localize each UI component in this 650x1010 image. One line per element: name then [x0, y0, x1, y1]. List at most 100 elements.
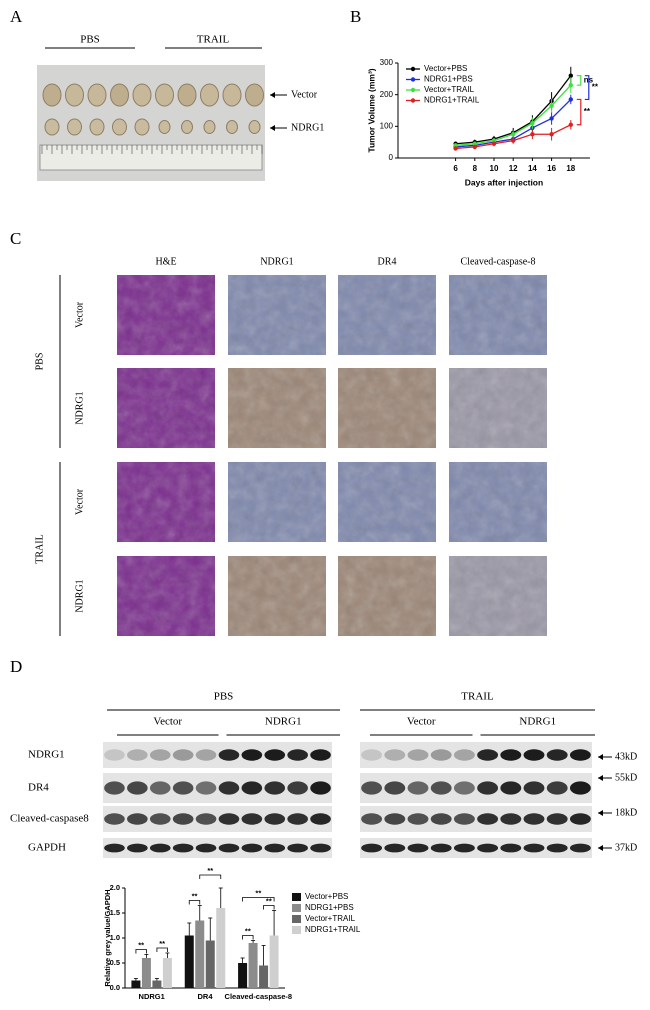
tumor [245, 83, 264, 107]
group-label: PBS [214, 691, 234, 703]
blot-band [149, 781, 171, 795]
x-tick-label: NDRG1 [139, 992, 165, 1001]
blot-band [384, 749, 406, 761]
blot-band [546, 813, 568, 825]
tumor [158, 120, 171, 134]
blot-band [104, 749, 125, 761]
tumor [65, 83, 84, 107]
blot-band [453, 843, 475, 853]
significance-bracket [199, 874, 222, 879]
blot-band [546, 843, 568, 853]
blot-band [384, 781, 406, 795]
ihc-texture [338, 556, 436, 636]
blot-band [264, 843, 286, 853]
point [472, 141, 477, 146]
bar [269, 935, 279, 988]
blot-band [127, 749, 148, 761]
blot-band [287, 781, 308, 795]
arrow-head [270, 92, 275, 98]
blot-band [546, 781, 568, 795]
blot-band [430, 781, 452, 795]
bar [184, 935, 194, 988]
bar [162, 958, 172, 988]
ihc-texture [449, 462, 547, 542]
blot-band [310, 813, 331, 825]
panel-label: A [10, 7, 23, 26]
significance-bracket [242, 935, 254, 940]
blot-band [500, 781, 522, 795]
column-header: NDRG1 [260, 256, 293, 267]
y-tick-label: 0.0 [110, 983, 120, 992]
size-label: 18kD [615, 807, 637, 818]
column-header: H&E [155, 256, 176, 267]
blot-band [523, 749, 545, 761]
bar [259, 965, 269, 988]
blot-band [218, 843, 240, 853]
blot-band [569, 813, 591, 825]
legend-label: Vector+PBS [305, 892, 348, 901]
blot-band [241, 843, 263, 853]
legend-label: Vector+PBS [424, 64, 467, 73]
legend-swatch [292, 893, 301, 901]
protein-label: Cleaved-caspase8 [10, 813, 89, 825]
point [511, 138, 516, 143]
y-tick-label: 1.0 [110, 933, 120, 942]
y-axis-title: Relative grey value/GAPDH [103, 889, 112, 986]
tumor [67, 118, 82, 136]
ihc-texture [449, 556, 547, 636]
ruler [39, 144, 263, 171]
legend-marker [410, 98, 416, 103]
panel-label: B [350, 7, 361, 26]
significance-bracket [242, 897, 275, 902]
subgroup-label: Vector [153, 716, 182, 728]
y-tick-label: 2.0 [110, 883, 120, 892]
significance-label: ** [245, 926, 251, 935]
significance-label: ** [159, 939, 165, 948]
blot-band [104, 781, 125, 795]
row-label: Vector [74, 488, 85, 515]
blot-band [453, 781, 475, 795]
tumor [132, 83, 152, 107]
blot-band [361, 843, 383, 853]
blot-band [195, 781, 217, 795]
blot-band [384, 813, 406, 825]
tumor [42, 83, 62, 107]
blot-band [310, 781, 331, 795]
blot-band [523, 781, 545, 795]
legend-label: NDRG1+TRAIL [305, 925, 361, 934]
x-tick-label: 18 [566, 164, 575, 173]
blot-band [569, 749, 591, 761]
significance-label: ** [138, 940, 144, 949]
blot-band [127, 781, 148, 795]
point [491, 138, 497, 143]
point [530, 132, 535, 137]
significance-bracket [263, 905, 275, 910]
blot-band [241, 749, 263, 761]
row-label: NDRG1 [74, 579, 85, 612]
point [568, 97, 573, 102]
blot-band [264, 749, 286, 761]
arrow-head [598, 810, 603, 816]
subgroup-label: NDRG1 [265, 716, 302, 728]
size-label: 37kD [615, 842, 637, 853]
x-axis-title: Days after injection [465, 177, 543, 187]
protein-label: NDRG1 [28, 749, 65, 761]
blot-band [195, 813, 217, 825]
blot-band [361, 749, 383, 761]
blot [103, 838, 332, 858]
blot-band [172, 749, 194, 761]
point [453, 146, 458, 151]
x-tick-label: DR4 [197, 992, 213, 1001]
blot-band [361, 813, 383, 825]
tumor [87, 83, 107, 107]
blot-band [172, 781, 194, 795]
significance-bracket [576, 75, 582, 86]
row-label: NDRG1 [74, 391, 85, 424]
column-header: DR4 [378, 256, 397, 267]
blot-band [287, 843, 308, 853]
ihc-texture [117, 275, 215, 355]
blot-band [195, 843, 217, 853]
y-tick-label: 0 [389, 153, 394, 162]
tumor [222, 83, 242, 107]
blot [360, 838, 592, 858]
